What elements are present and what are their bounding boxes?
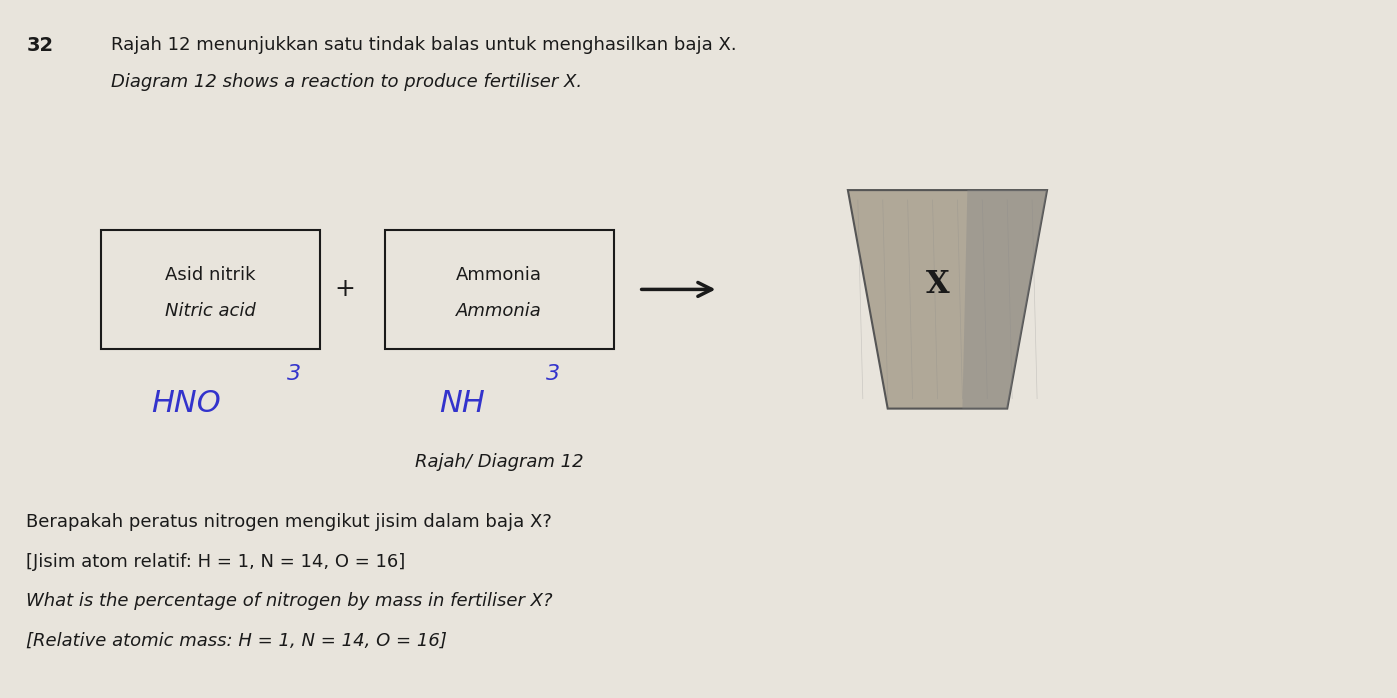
- Text: What is the percentage of nitrogen by mass in fertiliser X?: What is the percentage of nitrogen by ma…: [27, 593, 553, 610]
- Text: Ammonia: Ammonia: [457, 302, 542, 320]
- Text: Asid nitrik: Asid nitrik: [165, 265, 256, 283]
- Text: Rajah/ Diagram 12: Rajah/ Diagram 12: [415, 453, 584, 471]
- Text: Nitric acid: Nitric acid: [165, 302, 256, 320]
- Text: [Jisim atom relatif: H = 1, N = 14, O = 16]: [Jisim atom relatif: H = 1, N = 14, O = …: [27, 553, 405, 570]
- Text: Berapakah peratus nitrogen mengikut jisim dalam baja X?: Berapakah peratus nitrogen mengikut jisi…: [27, 513, 552, 531]
- Text: NH: NH: [440, 389, 485, 417]
- Text: [Relative atomic mass: H = 1, N = 14, O = 16]: [Relative atomic mass: H = 1, N = 14, O …: [27, 632, 447, 650]
- Text: 32: 32: [27, 36, 53, 55]
- Text: X: X: [926, 269, 950, 300]
- Text: HNO: HNO: [151, 389, 221, 417]
- Bar: [384, 230, 613, 349]
- Polygon shape: [848, 190, 1048, 408]
- Text: Rajah 12 menunjukkan satu tindak balas untuk menghasilkan baja X.: Rajah 12 menunjukkan satu tindak balas u…: [110, 36, 736, 54]
- Bar: [101, 230, 320, 349]
- Text: 3: 3: [546, 364, 560, 384]
- Text: 3: 3: [288, 364, 302, 384]
- Text: Ammonia: Ammonia: [457, 265, 542, 283]
- Text: Diagram 12 shows a reaction to produce fertiliser X.: Diagram 12 shows a reaction to produce f…: [110, 73, 583, 91]
- Text: +: +: [334, 277, 355, 302]
- Polygon shape: [963, 190, 1048, 408]
